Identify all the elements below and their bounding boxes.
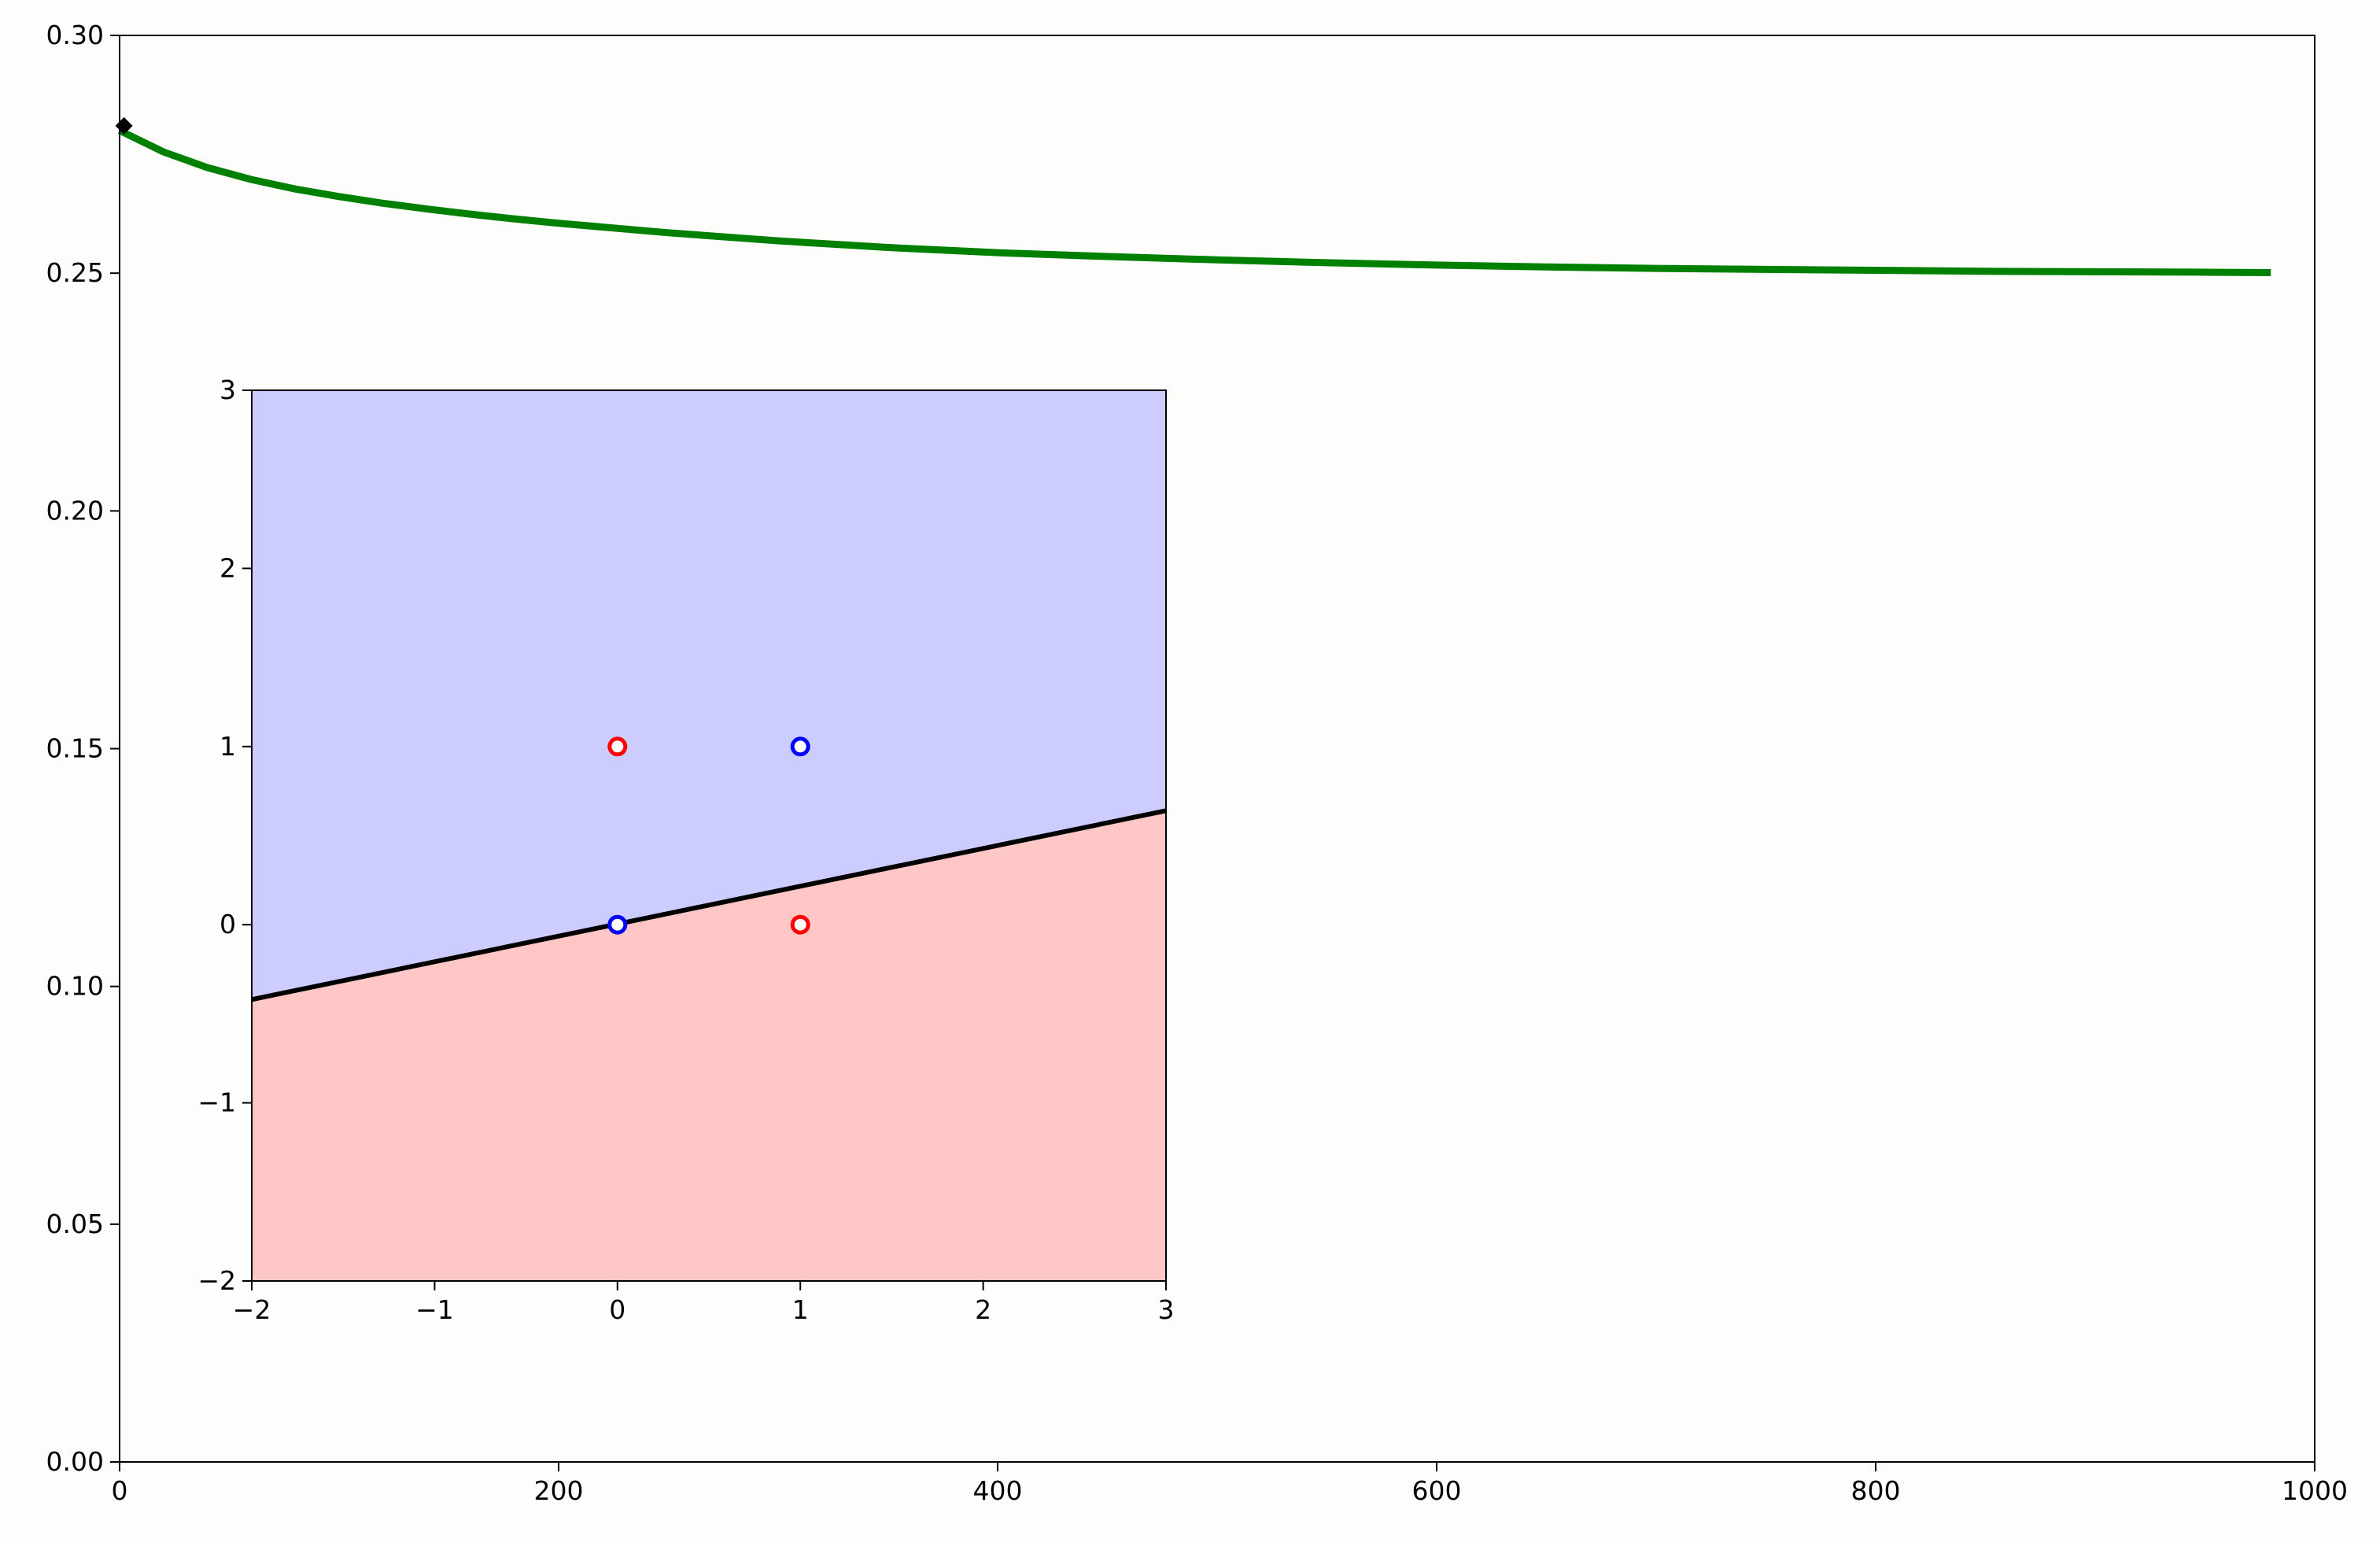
region-above — [252, 390, 1166, 1000]
y-tick-label: 0.15 — [46, 733, 104, 764]
decision-boundary-line — [251, 808, 1167, 1002]
x-tick-label: 0 — [112, 1475, 128, 1506]
y-tick-label: 0.25 — [46, 257, 104, 288]
y-tick-label: 0.05 — [46, 1209, 104, 1239]
axes-frame — [251, 389, 1167, 1282]
inset-axes: −2 −1 0 1 2 3 −2 −1 0 1 2 3 — [197, 375, 1174, 1325]
axes-frame — [119, 35, 2315, 1463]
region-below — [252, 810, 1166, 1281]
y-tick-label: −2 — [197, 1265, 236, 1296]
scatter-point — [607, 914, 628, 935]
x-tick-label: 0 — [609, 1294, 625, 1325]
x-tick-label: 3 — [1158, 1294, 1175, 1325]
y-tick-label: 3 — [220, 375, 236, 405]
x-tick-label: −2 — [233, 1294, 271, 1325]
x-tick-label: 600 — [1412, 1475, 1462, 1506]
x-tick-label: 400 — [973, 1475, 1023, 1506]
y-tick-label: 2 — [220, 552, 236, 583]
series-line — [118, 127, 2271, 277]
x-tick-label: 200 — [534, 1475, 584, 1506]
y-tick-label: 1 — [220, 731, 236, 762]
scatter-point — [607, 736, 628, 757]
y-tick-label: 0.20 — [46, 495, 104, 526]
x-tick-label: 1 — [792, 1294, 809, 1325]
y-tick-label: 0 — [220, 909, 236, 939]
x-tick-label: 800 — [1851, 1475, 1901, 1506]
x-tick-label: 1000 — [2282, 1475, 2348, 1506]
y-tick-label: 0.30 — [46, 20, 104, 50]
scatter-point — [790, 914, 810, 935]
x-tick-label: −1 — [415, 1294, 454, 1325]
x-tick-label: 2 — [975, 1294, 991, 1325]
y-tick-label: 0.10 — [46, 971, 104, 1002]
y-tick-label: 0.00 — [46, 1446, 104, 1477]
scatter-point — [790, 736, 810, 757]
y-tick-label: −1 — [197, 1087, 236, 1118]
